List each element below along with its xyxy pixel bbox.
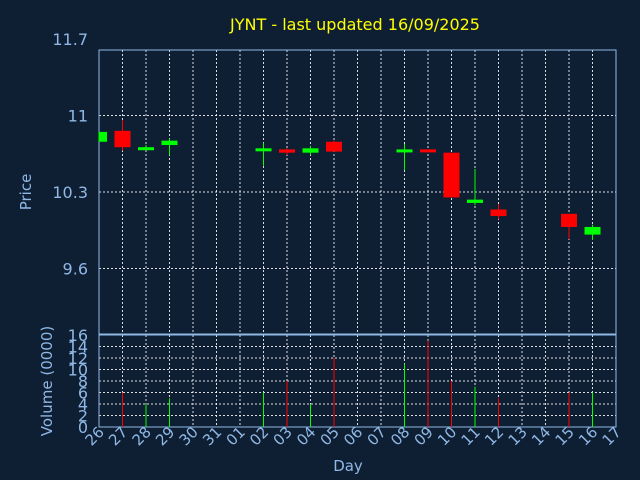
candle-body bbox=[99, 131, 107, 142]
chart-title: JYNT - last updated 16/09/2025 bbox=[229, 15, 480, 34]
candle-body bbox=[161, 140, 178, 146]
price-tick-label: 11.7 bbox=[52, 30, 88, 49]
candle-body bbox=[138, 147, 154, 151]
volume-tick-label: 0 bbox=[78, 418, 88, 437]
volume-tick-label: 2 bbox=[78, 407, 88, 426]
candle-body bbox=[443, 152, 460, 198]
volume-tick-label: 16 bbox=[68, 326, 88, 345]
candle-body bbox=[467, 199, 483, 203]
price-panel-border bbox=[98, 49, 617, 335]
volume-tick-label: 6 bbox=[78, 384, 88, 403]
candle-body bbox=[396, 149, 413, 153]
price-panel: 9.6 10.3 11 11.7 bbox=[52, 30, 617, 335]
volume-tick-label: 10 bbox=[68, 361, 88, 380]
candle-body bbox=[279, 149, 295, 153]
candle-body bbox=[326, 141, 342, 152]
candle-body bbox=[490, 209, 507, 217]
volume-axis-label: Volume (0000) bbox=[38, 326, 56, 436]
volume-tick-label: 14 bbox=[68, 338, 88, 357]
volume-tick-label: 4 bbox=[78, 395, 88, 414]
candle-body bbox=[561, 213, 577, 227]
volume-tick-label: 12 bbox=[68, 349, 88, 368]
candle-body bbox=[302, 148, 319, 153]
candle-body bbox=[584, 226, 601, 235]
candle-body bbox=[420, 149, 436, 153]
price-tick-label: 11 bbox=[68, 107, 88, 126]
price-tick-label: 9.6 bbox=[63, 259, 88, 278]
volume-panel-border bbox=[98, 334, 617, 428]
volume-tick-label: 8 bbox=[78, 372, 88, 391]
x-tick-labels: 2627282930310102030405060708091011121314… bbox=[82, 423, 625, 449]
x-axis-label: Day bbox=[333, 457, 363, 475]
price-tick-label: 10.3 bbox=[52, 183, 88, 202]
candle-body bbox=[255, 148, 272, 152]
candle-body bbox=[114, 130, 131, 148]
price-axis-label: Price bbox=[17, 174, 35, 211]
